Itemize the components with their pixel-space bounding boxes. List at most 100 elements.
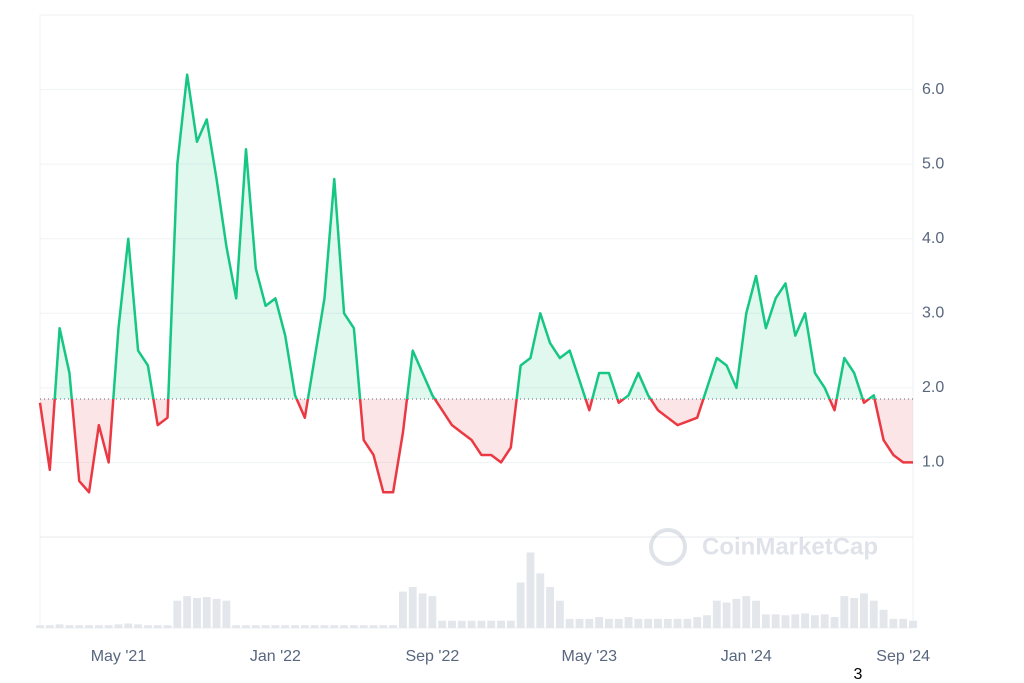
volume-bar <box>565 618 574 628</box>
volume-bar <box>771 614 780 628</box>
volume-bar <box>183 596 192 628</box>
volume-bar <box>408 587 417 628</box>
y-tick-label: 5.0 <box>922 155 944 172</box>
volume-bar <box>889 618 898 628</box>
volume-bar <box>555 600 564 628</box>
volume-bar <box>693 617 702 628</box>
volume-bar <box>791 614 800 628</box>
volume-bar <box>526 552 535 628</box>
y-tick-label: 2.0 <box>922 379 944 396</box>
volume-bar <box>85 625 93 628</box>
volume-bar <box>330 625 339 628</box>
volume-bar <box>428 596 437 628</box>
x-tick-label: May '23 <box>562 648 618 665</box>
plot-frame <box>39 14 914 629</box>
volume-bar <box>634 618 643 628</box>
volume-bar <box>860 593 868 628</box>
watermark: CoinMarketCap <box>649 528 878 566</box>
volume-bar <box>595 617 604 628</box>
volume-bar <box>899 618 908 628</box>
volume-bar <box>663 618 672 628</box>
volume-bar <box>536 573 545 628</box>
volume-bar <box>124 623 133 628</box>
volume-bar <box>516 582 525 628</box>
x-tick-label: Sep '22 <box>405 648 459 665</box>
volume-bar <box>369 625 378 628</box>
x-tick-label: Jan '24 <box>721 648 772 665</box>
volume-bar <box>477 620 486 628</box>
watermark-logo <box>649 528 687 566</box>
volume-bar <box>389 625 398 628</box>
volume-bar <box>810 615 819 628</box>
watermark-text: CoinMarketCap <box>702 533 878 560</box>
volume-bar <box>781 615 790 628</box>
volume-bar <box>467 620 476 628</box>
volume-bar <box>438 620 447 628</box>
volume-bar <box>291 625 299 628</box>
volume-bar <box>222 600 231 628</box>
x-tick-label: May '21 <box>91 648 147 665</box>
volume-bar <box>850 597 859 628</box>
volume-bar <box>654 618 662 628</box>
volume-bar <box>575 618 584 628</box>
volume-bar <box>134 624 143 628</box>
volume-bar <box>703 615 711 628</box>
y-tick-label: 4.0 <box>922 230 944 247</box>
volume-bar <box>340 625 349 628</box>
volume-bar <box>644 618 653 628</box>
volume-bar <box>232 625 241 628</box>
volume-bar <box>94 625 103 628</box>
volume-bar <box>604 618 613 628</box>
volume-bar <box>457 620 466 628</box>
volume-bar <box>909 620 917 628</box>
volume-bar <box>624 617 633 628</box>
volume-bar <box>281 625 290 628</box>
volume-bar <box>36 625 44 628</box>
volume-bar <box>251 625 260 628</box>
volume-bar <box>879 609 888 628</box>
volume-bar <box>487 620 496 628</box>
volume-bar <box>585 618 594 628</box>
x-tick-label: Sep '24 <box>876 648 930 665</box>
volume-bar <box>65 625 74 628</box>
volume-bar <box>506 620 515 628</box>
volume-bar <box>820 614 829 628</box>
volume-bar <box>320 625 329 628</box>
volume-bar <box>173 600 182 628</box>
volume-bar <box>752 600 760 628</box>
volume-bar <box>75 625 84 628</box>
volume-bar <box>55 624 64 628</box>
volume-bar <box>153 625 162 628</box>
volume-bar <box>418 593 427 628</box>
volume-bar <box>310 625 319 628</box>
volume-bar <box>448 620 456 628</box>
volume-bar <box>349 625 358 628</box>
price-line <box>38 73 913 494</box>
volume-bar <box>202 597 211 628</box>
volume-bar <box>497 620 505 628</box>
volume-bar <box>193 597 201 628</box>
volume-bar <box>801 613 810 628</box>
volume-bar <box>742 596 751 628</box>
y-tick-label: 3.0 <box>922 305 944 322</box>
volume-bar <box>399 591 407 628</box>
volume-bar <box>732 598 741 628</box>
volume-bar <box>683 618 692 628</box>
volume-bar <box>212 598 221 628</box>
volume-bar <box>761 614 770 628</box>
volume-bar <box>712 600 721 628</box>
volume-bar <box>614 618 623 628</box>
volume-bar <box>114 624 123 628</box>
footnote: 3 <box>854 666 863 683</box>
volume-bar <box>143 625 152 628</box>
volume-bar <box>722 602 731 628</box>
volume-bar <box>271 625 280 628</box>
volume-bar <box>261 625 270 628</box>
volume-bar <box>359 625 368 628</box>
volume-bar <box>840 596 849 628</box>
x-tick-label: Jan '22 <box>250 648 301 665</box>
volume-bar <box>163 625 172 628</box>
volume-bar <box>45 625 54 628</box>
volume-bar <box>830 617 839 628</box>
